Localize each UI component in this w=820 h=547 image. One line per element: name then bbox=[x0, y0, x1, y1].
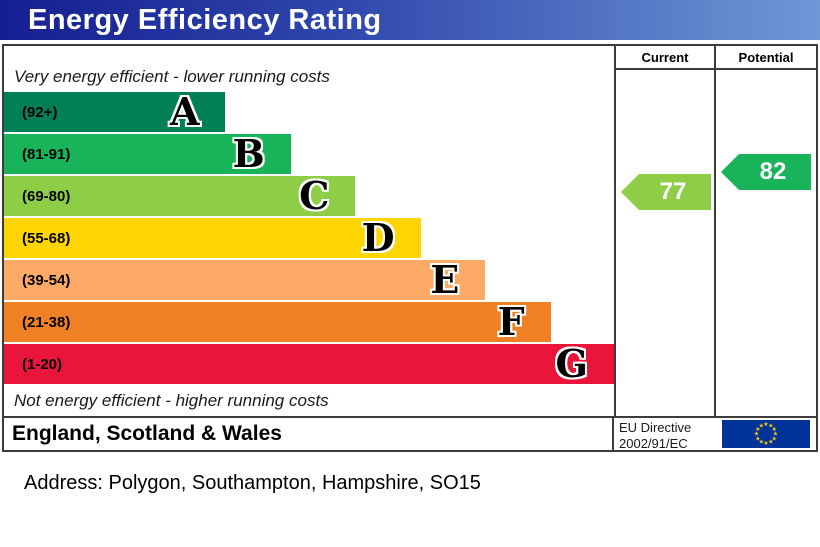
address-label: Address: Polygon, Southampton, Hampshire… bbox=[24, 472, 481, 494]
band-bar-a: (92+) A bbox=[4, 89, 226, 134]
band-row-c: (69-80) C bbox=[4, 176, 614, 218]
current-rating-arrow: 77 bbox=[621, 174, 711, 210]
current-column-header: Current bbox=[616, 46, 714, 70]
band-letter: F bbox=[497, 299, 525, 344]
svg-text:★: ★ bbox=[754, 431, 759, 438]
eu-flag-cell: ★ ★ ★ ★ ★ ★ ★ ★ ★ ★ ★ ★ bbox=[716, 418, 816, 450]
eu-directive-line1: EU Directive bbox=[619, 420, 692, 435]
band-range-label: (21-38) bbox=[22, 313, 71, 331]
band-range-label: (69-80) bbox=[22, 187, 71, 205]
svg-text:★: ★ bbox=[755, 426, 760, 433]
band-bar-f: (21-38) F bbox=[4, 302, 551, 342]
svg-text:★: ★ bbox=[763, 440, 768, 447]
chart-footer: England, Scotland & Wales EU Directive 2… bbox=[4, 416, 816, 451]
band-bar-d: (55-68) D bbox=[4, 218, 421, 258]
potential-rating-value: 82 bbox=[759, 158, 787, 185]
band-bar-e: (39-54) E bbox=[4, 257, 486, 302]
band-row-b: (81-91) B bbox=[4, 134, 614, 176]
band-letter: A bbox=[169, 89, 200, 134]
band-bar-b: (81-91) B bbox=[4, 134, 291, 174]
current-rating-value: 77 bbox=[659, 178, 687, 205]
band-row-a: (92+) A bbox=[4, 92, 614, 134]
band-letter: C bbox=[299, 173, 330, 218]
svg-text:★: ★ bbox=[759, 422, 764, 429]
band-range-label: (39-54) bbox=[22, 271, 71, 289]
svg-text:★: ★ bbox=[773, 431, 778, 438]
svg-text:★: ★ bbox=[772, 435, 777, 442]
svg-text:★: ★ bbox=[768, 422, 773, 429]
eu-directive-label: EU Directive 2002/91/EC bbox=[612, 418, 716, 451]
svg-text:★: ★ bbox=[768, 439, 773, 446]
page-title: Energy Efficiency Rating bbox=[0, 0, 820, 40]
svg-text:★: ★ bbox=[759, 439, 764, 446]
band-bar-g: (1-20) G bbox=[4, 344, 614, 384]
band-row-f: (21-38) F bbox=[4, 302, 614, 344]
epc-chart: Very energy efficient - lower running co… bbox=[2, 44, 818, 452]
band-letter: G bbox=[555, 341, 588, 386]
band-range-label: (1-20) bbox=[22, 355, 63, 373]
potential-rating-arrow: 82 bbox=[721, 154, 811, 190]
eu-directive-line2: 2002/91/EC bbox=[619, 435, 688, 451]
band-row-e: (39-54) E bbox=[4, 260, 614, 302]
band-range-label: (81-91) bbox=[22, 145, 71, 163]
band-range-label: (55-68) bbox=[22, 229, 71, 247]
svg-text:★: ★ bbox=[755, 435, 760, 442]
band-letter: D bbox=[361, 215, 395, 260]
svg-text:★: ★ bbox=[763, 421, 768, 428]
epc-chart-main: Very energy efficient - lower running co… bbox=[4, 46, 816, 416]
band-row-g: (1-20) G bbox=[4, 344, 614, 386]
band-list: (92+) A (81-91) B (69-80) C bbox=[4, 92, 614, 386]
band-bar-c: (69-80) C bbox=[4, 173, 356, 218]
band-row-d: (55-68) D bbox=[4, 218, 614, 260]
band-range-label: (92+) bbox=[22, 103, 58, 121]
potential-column: Potential 82 bbox=[716, 46, 816, 416]
svg-text:★: ★ bbox=[772, 426, 777, 433]
top-note: Very energy efficient - lower running co… bbox=[14, 67, 330, 86]
rating-scale: Very energy efficient - lower running co… bbox=[4, 46, 616, 416]
bottom-note: Not energy efficient - higher running co… bbox=[14, 391, 329, 410]
eu-flag-icon: ★ ★ ★ ★ ★ ★ ★ ★ ★ ★ ★ ★ bbox=[722, 420, 810, 448]
band-letter: E bbox=[430, 257, 460, 302]
current-column: Current 77 bbox=[616, 46, 716, 416]
band-letter: B bbox=[232, 131, 265, 176]
potential-column-header: Potential bbox=[716, 46, 816, 70]
region-label: England, Scotland & Wales bbox=[12, 422, 282, 445]
